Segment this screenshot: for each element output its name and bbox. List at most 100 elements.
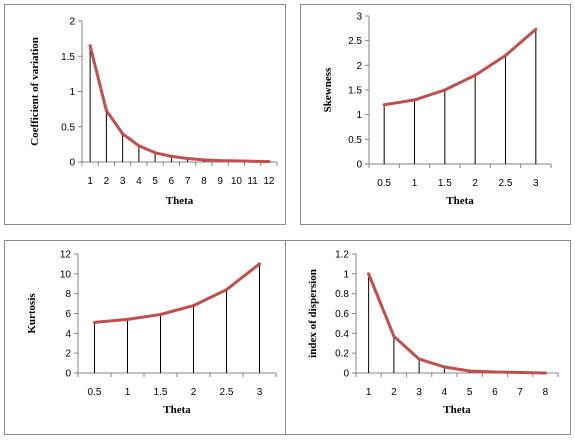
data-point <box>443 88 447 92</box>
data-point <box>413 98 416 102</box>
data-point <box>518 371 522 375</box>
y-tick-label: 0.6 <box>335 309 349 320</box>
chart-index-of-dispersion: 0 0.2 0.4 0.6 0.8 1 1.2 1 2 3 4 5 6 7 8 Theta index of d… <box>307 250 559 416</box>
data-point <box>88 44 92 48</box>
data-point <box>192 304 195 308</box>
data-point <box>382 103 386 107</box>
data-point <box>251 159 255 163</box>
y-tick-label: 1 <box>343 269 349 280</box>
x-tick-label: 7 <box>185 176 191 187</box>
x-tick-label: 6 <box>169 176 175 187</box>
data-point <box>234 159 238 163</box>
series-line <box>93 262 261 324</box>
x-tick-label: 5 <box>467 387 473 398</box>
series-line <box>88 44 271 164</box>
x-axis-label: Theta <box>166 195 194 207</box>
data-point <box>121 132 125 136</box>
data-point <box>473 73 477 77</box>
data-point <box>126 317 129 321</box>
chart-panel-kurtosis: 0 2 4 6 8 10 12 0.5 1 1.5 2 2.5 3 Theta Kurtosis <box>4 240 286 435</box>
data-point <box>442 365 446 369</box>
data-point <box>169 154 173 158</box>
y-tick-label: 2 <box>65 349 71 360</box>
x-tick-label: 2.5 <box>220 387 234 398</box>
x-tick-label: 6 <box>492 387 498 398</box>
chart-kurtosis: 0 2 4 6 8 10 12 0.5 1 1.5 2 2.5 3 Theta Kurtosis <box>26 250 277 416</box>
data-point <box>267 160 271 164</box>
data-point <box>367 272 371 276</box>
x-tick-label: 2 <box>191 387 197 398</box>
y-tick-label: 0.2 <box>335 349 349 360</box>
x-tick-label: 1 <box>366 387 372 398</box>
y-tick-label: 6 <box>65 309 71 320</box>
data-point <box>93 320 96 324</box>
x-tick-label: 8 <box>543 387 549 398</box>
x-tick-label: 1.5 <box>438 178 452 189</box>
x-tick-label: 5 <box>152 176 158 187</box>
data-point <box>534 27 538 31</box>
y-tick-label: 1.5 <box>61 52 75 63</box>
y-tick-label: 2 <box>69 17 75 28</box>
x-tick-label: 8 <box>201 176 207 187</box>
y-tick-label: 0 <box>356 160 362 171</box>
y-tick-label: 0.4 <box>335 329 349 340</box>
y-tick-label: 3 <box>356 12 362 23</box>
series-line <box>367 272 547 375</box>
x-tick-label: 2 <box>391 387 397 398</box>
data-point <box>468 369 472 373</box>
x-tick-label: 3 <box>533 178 539 189</box>
y-axis-label: Kurtosis <box>26 293 38 334</box>
data-point <box>202 158 206 162</box>
data-point <box>186 156 190 160</box>
y-tick-label: 1 <box>69 87 75 98</box>
data-point <box>159 312 162 316</box>
y-tick-label: 1 <box>356 110 362 121</box>
data-point <box>543 371 547 375</box>
chart-panel-index-of-dispersion: 0 0.2 0.4 0.6 0.8 1 1.2 1 2 3 4 5 6 7 8 Theta index of d… <box>285 240 571 435</box>
y-tick-label: 10 <box>60 269 72 280</box>
chart-panel-skewness: 0 0.5 1 1.5 2 2.5 3 0.5 1 1.5 2 2.5 3 Theta Skewness <box>300 4 571 225</box>
y-axis-label: index of dispersion <box>307 269 319 358</box>
data-point <box>493 370 497 374</box>
y-tick-label: 2 <box>356 61 362 72</box>
x-tick-label: 2 <box>104 176 110 187</box>
x-tick-label: 1 <box>412 178 418 189</box>
data-point <box>104 109 108 113</box>
x-axis-label: Theta <box>446 195 474 207</box>
y-tick-label: 0.5 <box>61 122 75 133</box>
y-tick-label: 1.5 <box>348 86 362 97</box>
y-axis-label: Skewness <box>322 67 334 112</box>
y-tick-label: 12 <box>60 250 72 261</box>
x-tick-label: 9 <box>217 176 223 187</box>
x-tick-label: 0.5 <box>377 178 391 189</box>
x-tick-label: 3 <box>120 176 126 187</box>
x-tick-label: 3 <box>416 387 422 398</box>
chart-panel-coefficient-of-variation: 0 0.5 1 1.5 2 1 2 3 4 5 6 7 8 9 10 11 12 Theta Coefficient… <box>4 4 286 225</box>
data-point <box>392 334 396 338</box>
data-point <box>153 151 157 155</box>
x-tick-label: 3 <box>257 387 263 398</box>
y-tick-label: 0.5 <box>348 135 362 146</box>
chart-skewness: 0 0.5 1 1.5 2 2.5 3 0.5 1 1.5 2 2.5 3 Theta Skewness <box>322 12 552 207</box>
x-tick-label: 2 <box>472 178 478 189</box>
y-tick-label: 0 <box>69 158 75 169</box>
series-line <box>382 27 538 107</box>
data-point <box>137 144 141 148</box>
y-tick-label: 4 <box>65 329 71 340</box>
y-tick-label: 0 <box>343 369 349 380</box>
x-tick-label: 1.5 <box>154 387 168 398</box>
y-tick-label: 0 <box>65 369 71 380</box>
chart-coefficient-of-variation: 00.511.521 2 3 4 5 6 7 8 9 10 11 12ThetaCoefficient… <box>29 17 278 207</box>
data-point <box>218 159 222 163</box>
x-tick-label: 2.5 <box>499 178 513 189</box>
data-point <box>504 53 507 57</box>
y-tick-label: 0.8 <box>335 289 349 300</box>
x-tick-label: 1 <box>87 176 93 187</box>
x-axis-label: Theta <box>163 404 191 416</box>
x-axis-label: Theta <box>443 404 471 416</box>
data-point <box>258 262 261 266</box>
x-tick-label: 10 <box>231 176 243 187</box>
y-axis-label: Coefficient of variation <box>29 37 41 146</box>
y-tick-label: 8 <box>65 289 71 300</box>
x-tick-label: 0.5 <box>88 387 102 398</box>
